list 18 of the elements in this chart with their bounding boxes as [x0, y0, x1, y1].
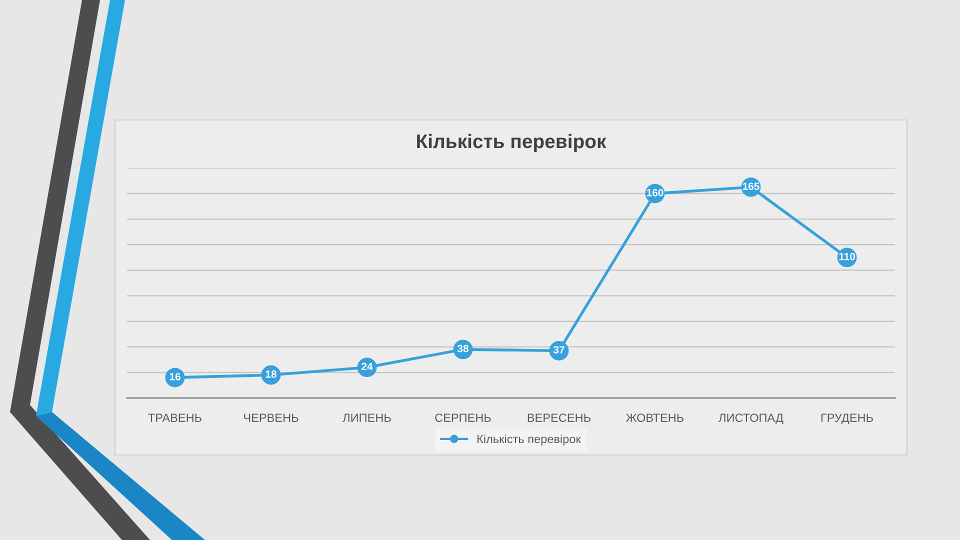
x-tick-label: ЧЕРВЕНЬ	[244, 414, 298, 422]
chart-title: Кількість перевірок	[417, 134, 606, 152]
x-tick-label: ГРУДЕНЬ	[821, 414, 873, 424]
data-label: 37	[553, 346, 564, 354]
data-label: 38	[457, 344, 468, 352]
legend-label: Кількість перевірок	[478, 434, 581, 446]
data-label: 165	[742, 182, 760, 190]
data-label: 24	[362, 362, 373, 370]
x-tick-label: СЕРПЕНЬ	[435, 414, 491, 422]
data-label: 18	[266, 370, 276, 378]
data-label: 16	[170, 372, 180, 380]
data-label: 110	[839, 252, 855, 260]
x-tick-label: ЛИСТОПАД	[718, 414, 784, 424]
x-tick-label: ВЕРЕСЕНЬ	[528, 414, 590, 422]
x-tick-label: ТРАВЕНЬ	[148, 414, 202, 422]
data-label: 160	[646, 188, 664, 196]
x-tick-label: ЖОВТЕНЬ	[626, 414, 684, 422]
x-tick-label: ЛИПЕНЬ	[342, 414, 391, 422]
